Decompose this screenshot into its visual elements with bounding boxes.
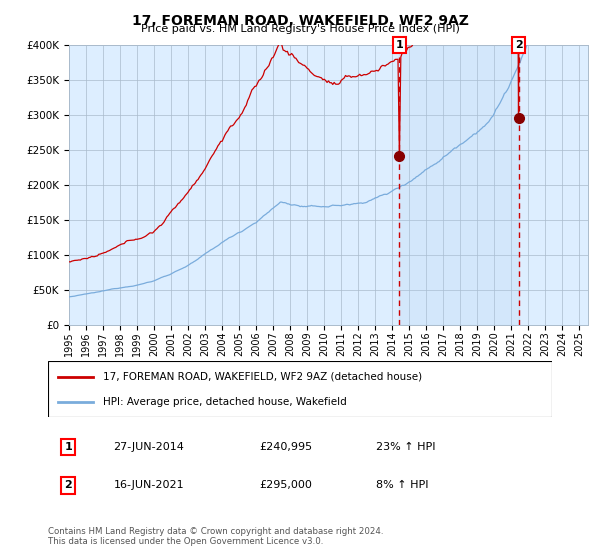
- Text: Contains HM Land Registry data © Crown copyright and database right 2024.
This d: Contains HM Land Registry data © Crown c…: [48, 526, 383, 546]
- Text: 17, FOREMAN ROAD, WAKEFIELD, WF2 9AZ: 17, FOREMAN ROAD, WAKEFIELD, WF2 9AZ: [131, 14, 469, 28]
- Text: 23% ↑ HPI: 23% ↑ HPI: [376, 442, 435, 452]
- Text: Price paid vs. HM Land Registry's House Price Index (HPI): Price paid vs. HM Land Registry's House …: [140, 24, 460, 34]
- Text: 2: 2: [64, 480, 72, 491]
- Text: 17, FOREMAN ROAD, WAKEFIELD, WF2 9AZ (detached house): 17, FOREMAN ROAD, WAKEFIELD, WF2 9AZ (de…: [103, 372, 422, 382]
- Text: HPI: Average price, detached house, Wakefield: HPI: Average price, detached house, Wake…: [103, 396, 347, 407]
- Text: £240,995: £240,995: [260, 442, 313, 452]
- Text: 27-JUN-2014: 27-JUN-2014: [113, 442, 184, 452]
- Text: 8% ↑ HPI: 8% ↑ HPI: [376, 480, 428, 491]
- Text: 1: 1: [64, 442, 72, 452]
- Text: 2: 2: [515, 40, 523, 50]
- Text: £295,000: £295,000: [260, 480, 313, 491]
- Text: 1: 1: [395, 40, 403, 50]
- Bar: [400, 45, 518, 325]
- Text: 16-JUN-2021: 16-JUN-2021: [113, 480, 184, 491]
